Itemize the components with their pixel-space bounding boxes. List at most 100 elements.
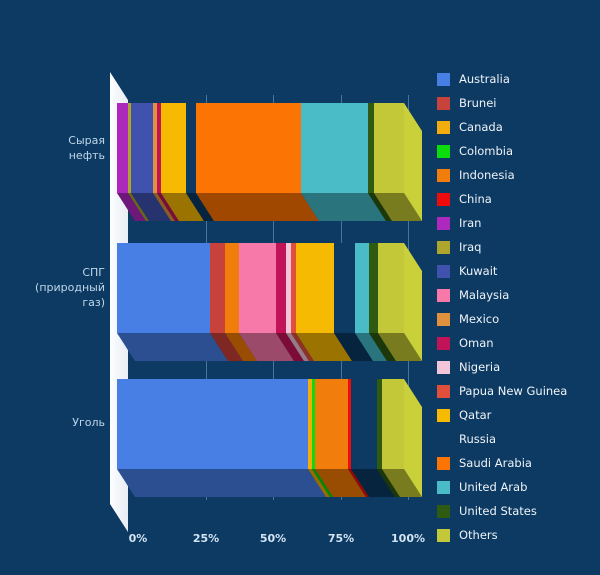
legend-label: Australia	[459, 72, 510, 86]
legend-swatch	[437, 456, 450, 470]
legend-label: Kuwait	[459, 264, 498, 278]
legend-item[interactable]: United Arab	[437, 475, 567, 499]
legend-item[interactable]: Iran	[437, 211, 567, 235]
bar-segment[interactable]	[376, 379, 383, 469]
legend-swatch	[437, 240, 450, 254]
bar-front-face	[117, 243, 404, 333]
bar-bottom-face	[117, 333, 422, 361]
legend-item[interactable]: Kuwait	[437, 259, 567, 283]
legend-label: Indonesia	[459, 168, 515, 182]
chart-category-label: Уголь	[72, 416, 105, 429]
legend-swatch	[437, 360, 450, 374]
legend-label: Nigeria	[459, 360, 501, 374]
chart-category-label: СПГ (природный газ)	[35, 266, 105, 309]
bar-segment[interactable]	[161, 103, 186, 193]
bar-segment[interactable]	[224, 243, 239, 333]
legend-item[interactable]: Nigeria	[437, 355, 567, 379]
bar-segment[interactable]	[350, 379, 377, 469]
x-tick-label: 25%	[192, 532, 220, 545]
legend-label: Colombia	[459, 144, 514, 158]
bar-segment[interactable]	[185, 103, 196, 193]
legend-item[interactable]: Malaysia	[437, 283, 567, 307]
bar-segment[interactable]	[300, 103, 369, 193]
bar	[117, 379, 422, 498]
legend-swatch	[437, 480, 450, 494]
bar-segment[interactable]	[157, 103, 162, 193]
bar-segment[interactable]	[368, 103, 374, 193]
bar-segment[interactable]	[307, 379, 313, 469]
legend-swatch	[437, 144, 450, 158]
legend-swatch	[437, 288, 450, 302]
bar-segment-depth	[117, 469, 326, 497]
bar-segment[interactable]	[210, 243, 225, 333]
legend-item[interactable]: China	[437, 187, 567, 211]
legend-label: Oman	[459, 336, 494, 350]
bar-segment[interactable]	[195, 103, 301, 193]
legend-label: Others	[459, 528, 498, 542]
bar-segment[interactable]	[382, 379, 404, 469]
bar-segment[interactable]	[286, 243, 291, 333]
legend-label: United States	[459, 504, 537, 518]
legend-item[interactable]: Russia	[437, 427, 567, 451]
legend-item[interactable]: Australia	[437, 67, 567, 91]
legend-label: Brunei	[459, 96, 497, 110]
bar-segment[interactable]	[373, 103, 404, 193]
legend-swatch	[437, 120, 450, 134]
legend-item[interactable]: Canada	[437, 115, 567, 139]
x-tick-label: 75%	[327, 532, 355, 545]
legend-swatch	[437, 408, 450, 422]
bar-front-face	[117, 103, 404, 193]
x-tick-label: 50%	[259, 532, 287, 545]
legend-label: Iraq	[459, 240, 482, 254]
bar-segment[interactable]	[152, 103, 158, 193]
bar-segment[interactable]	[378, 243, 404, 333]
legend-item[interactable]: Mexico	[437, 307, 567, 331]
legend-swatch	[437, 72, 450, 86]
bar-segment[interactable]	[276, 243, 287, 333]
bar-segment[interactable]	[348, 379, 351, 469]
bar-front-face	[117, 379, 404, 469]
bar	[117, 243, 422, 362]
legend-item[interactable]: Brunei	[437, 91, 567, 115]
bar-bottom-face	[117, 469, 422, 497]
legend-item[interactable]: Colombia	[437, 139, 567, 163]
bar-segment-depth	[195, 193, 319, 221]
legend-swatch	[437, 168, 450, 182]
legend-item[interactable]: Qatar	[437, 403, 567, 427]
bar-bottom-face	[117, 193, 422, 221]
bar	[117, 103, 422, 222]
legend-label: Russia	[459, 432, 496, 446]
legend-swatch	[437, 96, 450, 110]
chart-category-label: Сырая нефть	[68, 134, 105, 162]
bar-segment[interactable]	[369, 243, 379, 333]
legend-item[interactable]: Indonesia	[437, 163, 567, 187]
legend-label: Papua New Guinea	[459, 384, 568, 398]
bar-segment[interactable]	[333, 243, 356, 333]
bar-segment[interactable]	[315, 379, 348, 469]
bar-segment[interactable]	[117, 243, 211, 333]
bar-segment[interactable]	[355, 243, 370, 333]
legend-item[interactable]: Papua New Guinea	[437, 379, 567, 403]
bar-segment[interactable]	[238, 243, 277, 333]
bar-segment[interactable]	[117, 103, 129, 193]
legend-swatch	[437, 312, 450, 326]
legend-label: Iran	[459, 216, 482, 230]
legend-item[interactable]: Others	[437, 523, 567, 547]
legend-item[interactable]: Saudi Arabia	[437, 451, 567, 475]
legend-label: Saudi Arabia	[459, 456, 532, 470]
bar-segment[interactable]	[131, 103, 153, 193]
legend-item[interactable]: Iraq	[437, 235, 567, 259]
bar-segment[interactable]	[117, 379, 308, 469]
legend-item[interactable]: United States	[437, 499, 567, 523]
bar-segment[interactable]	[296, 243, 334, 333]
legend-swatch	[437, 192, 450, 206]
legend-swatch	[437, 336, 450, 350]
x-tick-label: 100%	[391, 532, 425, 545]
legend-label: Malaysia	[459, 288, 510, 302]
bar-segment[interactable]	[312, 379, 315, 469]
bar-segment[interactable]	[290, 243, 297, 333]
legend-item[interactable]: Oman	[437, 331, 567, 355]
bar-segment[interactable]	[128, 103, 132, 193]
legend-swatch	[437, 432, 450, 446]
legend-label: Mexico	[459, 312, 500, 326]
